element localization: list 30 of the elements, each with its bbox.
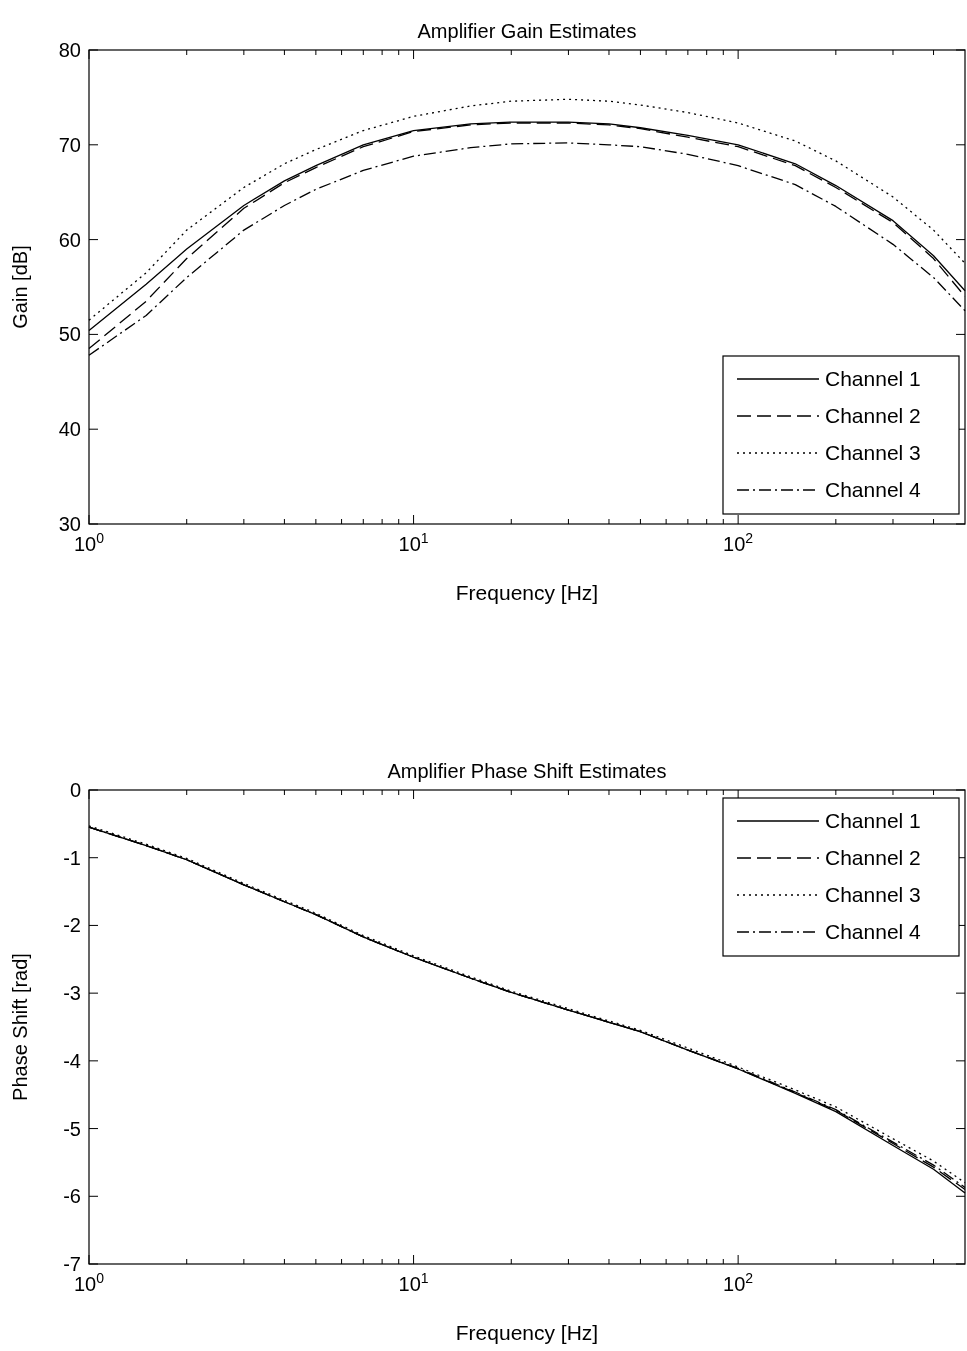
x-tick-label: 10$^{1}$ bbox=[398, 530, 429, 555]
legend-label: Channel 1 bbox=[825, 809, 921, 832]
y-tick-label: -1 bbox=[63, 846, 81, 869]
legend-label: Channel 4 bbox=[825, 478, 922, 501]
x-axis-title: Frequency [Hz] bbox=[455, 581, 599, 604]
y-tick-label: -5 bbox=[63, 1117, 81, 1140]
x-tick-label: 10$^{2}$ bbox=[723, 530, 754, 555]
y-tick-label: 40 bbox=[58, 418, 81, 441]
x-tick-label: 10$^{2}$ bbox=[723, 1270, 754, 1295]
y-tick-label: -2 bbox=[63, 914, 81, 937]
legend-label: Channel 3 bbox=[825, 441, 921, 464]
y-axis-title: Phase Shift [rad] bbox=[9, 953, 31, 1101]
legend-label: Channel 4 bbox=[825, 920, 922, 943]
y-axis-title: Gain [dB] bbox=[9, 245, 31, 329]
chart-title: Amplifier Gain Estimates bbox=[417, 20, 637, 42]
x-tick-label: 10$^{1}$ bbox=[398, 1270, 429, 1295]
y-tick-label: 0 bbox=[69, 779, 81, 801]
y-tick-label: 70 bbox=[58, 133, 81, 156]
legend-label: Channel 1 bbox=[825, 367, 921, 390]
legend-label: Channel 2 bbox=[825, 846, 921, 869]
y-tick-label: -3 bbox=[63, 982, 81, 1005]
y-tick-label: -6 bbox=[63, 1185, 81, 1208]
chart-title: Amplifier Phase Shift Estimates bbox=[387, 760, 667, 782]
legend-label: Channel 2 bbox=[825, 404, 921, 427]
y-tick-label: 80 bbox=[58, 39, 81, 61]
legend-label: Channel 3 bbox=[825, 883, 921, 906]
x-axis-title: Frequency [Hz] bbox=[455, 1321, 599, 1344]
y-tick-label: 50 bbox=[58, 323, 81, 346]
y-tick-label: 60 bbox=[58, 228, 81, 251]
y-tick-label: -4 bbox=[63, 1049, 81, 1072]
